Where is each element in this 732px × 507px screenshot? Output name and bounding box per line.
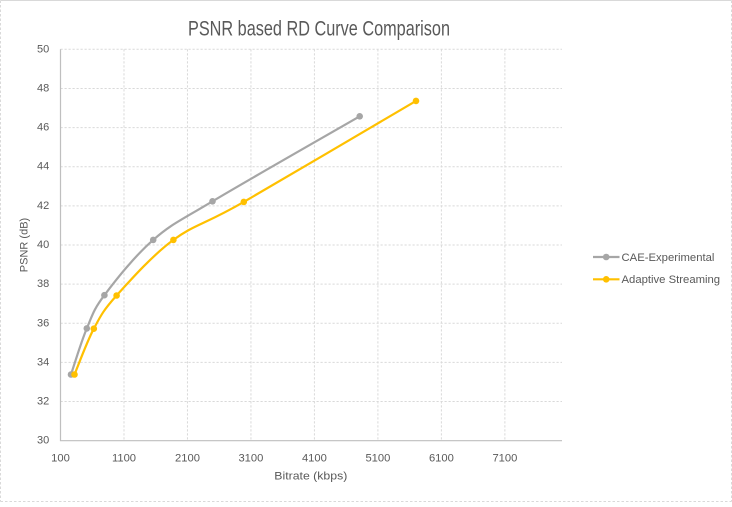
svg-text:Adaptive Streaming: Adaptive Streaming (622, 274, 721, 286)
svg-text:3100: 3100 (238, 452, 263, 464)
svg-text:2100: 2100 (175, 452, 200, 464)
svg-text:1100: 1100 (112, 452, 136, 464)
svg-text:CAE-Experimental: CAE-Experimental (622, 252, 715, 264)
svg-text:30: 30 (37, 435, 49, 447)
svg-text:40: 40 (37, 239, 49, 251)
svg-text:38: 38 (37, 278, 49, 290)
svg-text:100: 100 (51, 452, 70, 464)
svg-text:PSNR based RD Curve Comparison: PSNR based RD Curve Comparison (188, 17, 450, 41)
svg-text:6100: 6100 (429, 452, 454, 464)
svg-text:32: 32 (37, 396, 49, 408)
svg-text:48: 48 (37, 82, 49, 94)
svg-text:50: 50 (37, 43, 49, 55)
svg-text:42: 42 (37, 200, 49, 212)
svg-text:7100: 7100 (492, 452, 517, 464)
svg-text:4100: 4100 (302, 452, 327, 464)
svg-text:44: 44 (37, 161, 49, 173)
svg-text:5100: 5100 (365, 452, 390, 464)
svg-text:PSNR (dB): PSNR (dB) (19, 218, 31, 272)
svg-text:Bitrate (kbps): Bitrate (kbps) (274, 471, 347, 483)
svg-text:46: 46 (37, 122, 49, 134)
svg-text:36: 36 (37, 317, 49, 329)
svg-text:34: 34 (37, 356, 49, 368)
